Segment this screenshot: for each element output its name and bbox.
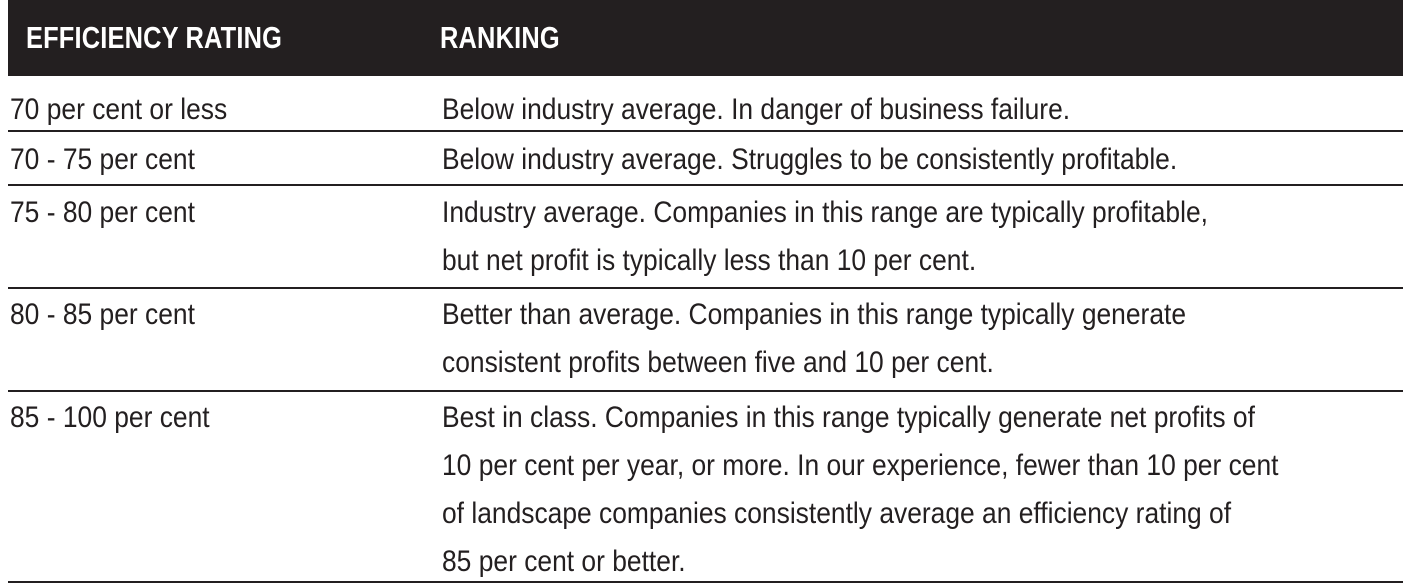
ranking-cell: Best in class. Companies in this range t… bbox=[442, 401, 1279, 578]
table-row: 75 - 80 per cent Industry average. Compa… bbox=[8, 186, 1403, 289]
rating-cell: 75 - 80 per cent bbox=[10, 196, 195, 229]
table-row: 70 - 75 per cent Below industry average.… bbox=[8, 132, 1403, 186]
ranking-cell: Industry average. Companies in this rang… bbox=[442, 196, 1209, 277]
rating-cell: 70 per cent or less bbox=[10, 93, 228, 126]
ranking-cell: Below industry average. In danger of bus… bbox=[442, 93, 1071, 126]
ranking-cell: Better than average. Companies in this r… bbox=[442, 298, 1187, 379]
rating-cell: 80 - 85 per cent bbox=[10, 298, 195, 331]
header-ranking: RANKING bbox=[440, 20, 560, 55]
ranking-cell: Below industry average. Struggles to be … bbox=[442, 143, 1178, 176]
efficiency-table: EFFICIENCY RATING RANKING 70 per cent or… bbox=[8, 0, 1403, 588]
rating-cell: 70 - 75 per cent bbox=[10, 143, 195, 176]
header-efficiency-rating: EFFICIENCY RATING bbox=[26, 20, 283, 55]
table-header: EFFICIENCY RATING RANKING bbox=[8, 0, 1403, 76]
table-bottom-rule bbox=[8, 581, 1403, 583]
table-row: 80 - 85 per cent Better than average. Co… bbox=[8, 289, 1403, 392]
table-row: 70 per cent or less Below industry avera… bbox=[8, 76, 1403, 132]
table-row: 85 - 100 per cent Best in class. Compani… bbox=[8, 392, 1403, 588]
rating-cell: 85 - 100 per cent bbox=[10, 401, 210, 434]
